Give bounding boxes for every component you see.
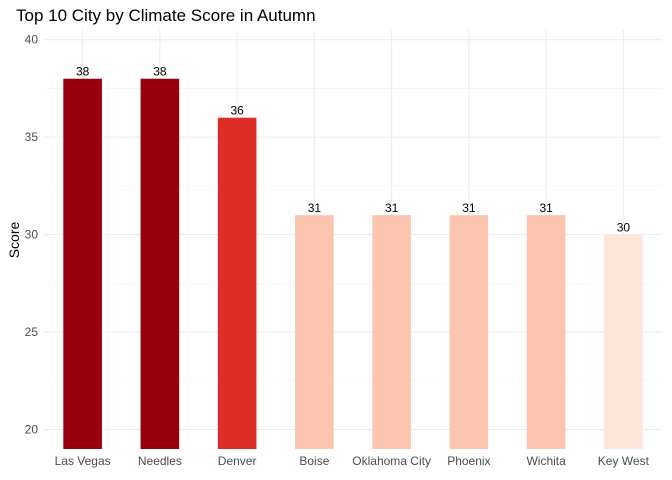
- y-tick-label: 35: [25, 130, 39, 144]
- bar-value-label: 30: [617, 221, 631, 235]
- bar: [217, 117, 257, 449]
- bar-value-label: 31: [462, 201, 476, 215]
- y-axis-title: Score: [6, 222, 22, 259]
- bar: [295, 215, 334, 449]
- bar: [526, 215, 566, 449]
- y-tick-label: 20: [25, 423, 39, 437]
- bar: [604, 234, 643, 449]
- chart-title: Top 10 City by Climate Score in Autumn: [16, 6, 316, 25]
- bar: [140, 78, 180, 449]
- bar: [63, 78, 102, 449]
- data-labels: 38 38 36 31 31 31 31 30: [76, 65, 630, 235]
- x-tick-label: Needles: [138, 454, 182, 468]
- grid-lines: [44, 30, 662, 449]
- x-axis: Las Vegas Needles Denver Boise Oklahoma City…: [55, 454, 650, 468]
- y-tick-label: 25: [25, 325, 39, 339]
- bar-value-label: 31: [308, 201, 322, 215]
- y-tick-label: 30: [25, 228, 39, 242]
- bar-value-label: 31: [385, 201, 399, 215]
- x-tick-label: Oklahoma City: [352, 454, 431, 468]
- y-axis: 20 25 30 35 40: [25, 33, 39, 437]
- bar-value-label: 31: [539, 201, 553, 215]
- y-tick-label: 40: [25, 33, 39, 47]
- bar-value-label: 36: [230, 104, 244, 118]
- bar-value-label: 38: [76, 65, 90, 79]
- bar: [372, 215, 411, 449]
- x-tick-label: Denver: [218, 454, 257, 468]
- x-tick-label: Boise: [299, 454, 329, 468]
- x-tick-label: Key West: [598, 454, 650, 468]
- x-tick-label: Las Vegas: [55, 454, 111, 468]
- bar-value-label: 38: [153, 65, 167, 79]
- x-tick-label: Phoenix: [447, 454, 490, 468]
- bar: [449, 215, 489, 449]
- bars: [63, 78, 643, 449]
- x-tick-label: Wichita: [526, 454, 566, 468]
